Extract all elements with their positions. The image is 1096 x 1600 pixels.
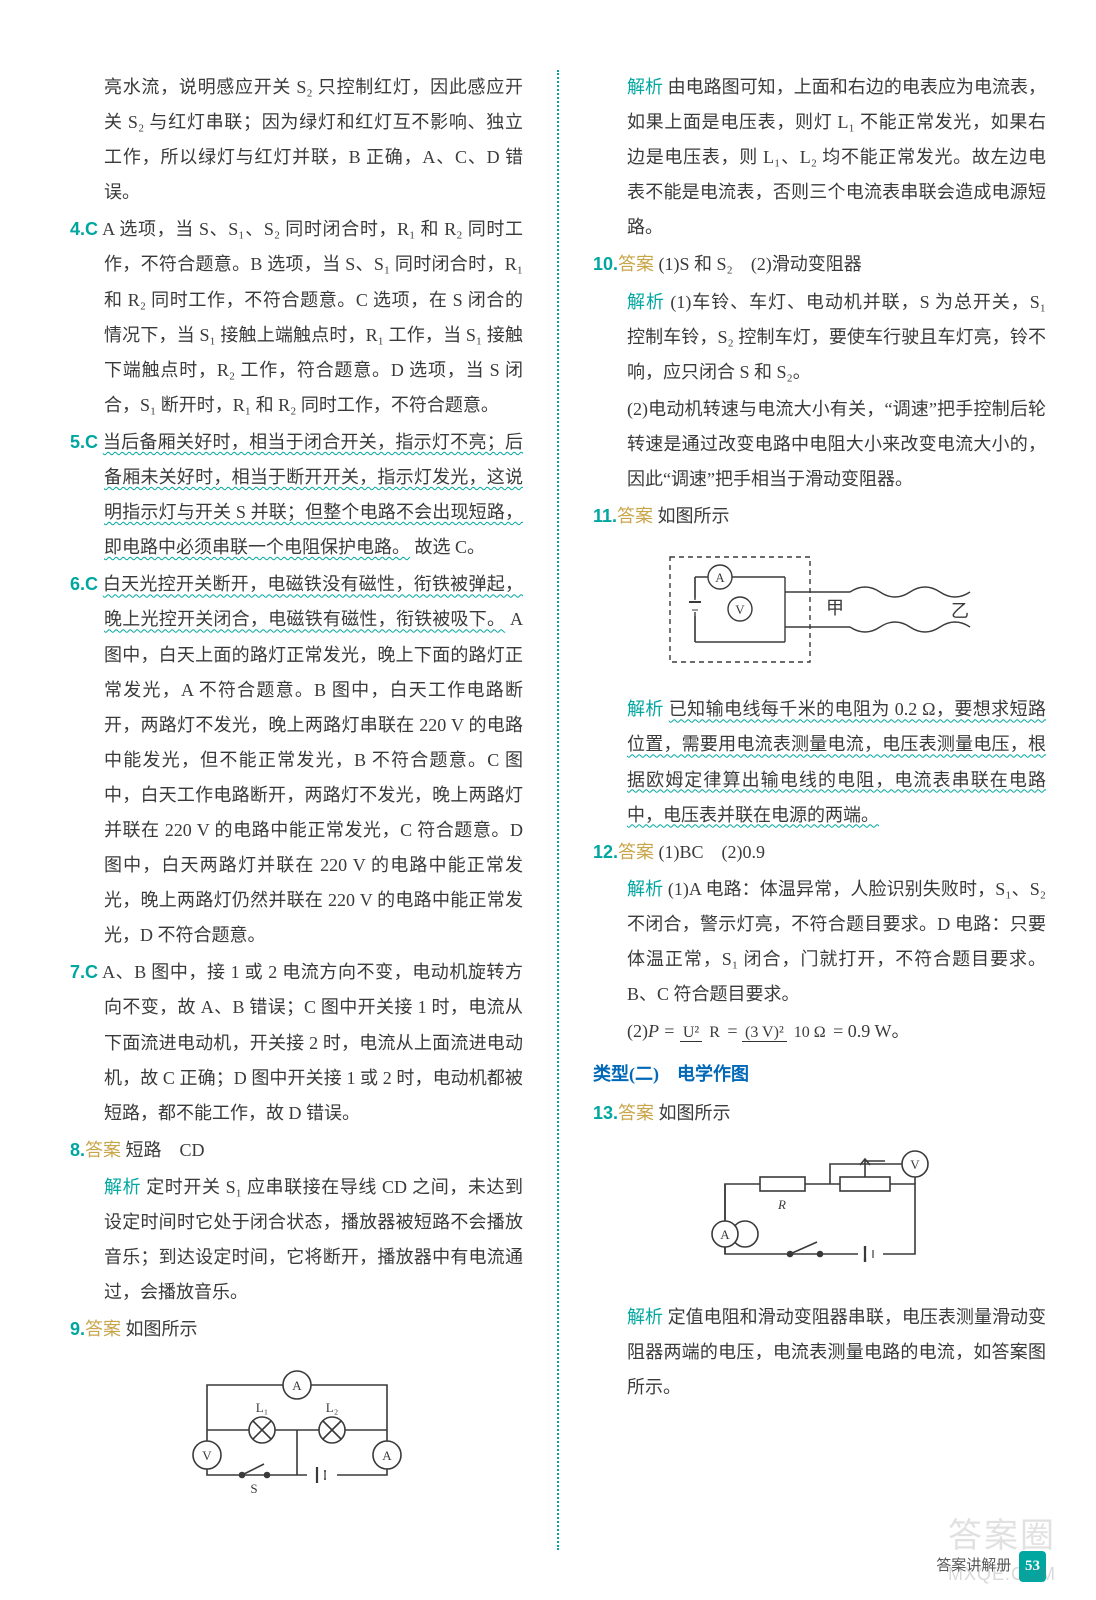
q13-circuit-diagram: V A R	[593, 1139, 1046, 1291]
label-L1: L₁	[255, 1400, 267, 1415]
frac1-num: U²	[680, 1024, 702, 1042]
q13-answer: 如图所示	[659, 1103, 731, 1123]
left-column: 亮水流，说明感应开关 S₂ 只控制红灯，因此感应开关 S₂ 与红灯串联；因为绿灯…	[70, 70, 523, 1550]
q10-explain-1: 解析 (1)车铃、车灯、电动机并联，S 为总开关，S₁ 控制车铃，S₂ 控制车灯…	[593, 285, 1046, 390]
label-R: R	[777, 1197, 786, 1212]
label-A-top: A	[292, 1378, 302, 1393]
q6-tail: A 图中，白天上面的路灯正常发光，晚上下面的路灯正常发光，A 不符合题意。B 图…	[104, 609, 523, 945]
explain-label: 解析	[104, 1177, 141, 1197]
q11-explain-text: 已知输电线每千米的电阻为 0.2 Ω，要想求短路位置，需要用电流表测量电流，电压…	[627, 699, 1046, 824]
q13-number: 13.	[593, 1103, 618, 1123]
q10-number: 10.	[593, 254, 618, 274]
q4-text: A 选项，当 S、S₁、S₂ 同时闭合时，R₁ 和 R₂ 同时工作，不符合题意。…	[102, 219, 523, 414]
section-type-2-title: 类型(二) 电学作图	[593, 1057, 1046, 1092]
q12-explain-1: 解析 (1)A 电路：体温异常，人脸识别失败时，S₁、S₂ 不闭合，警示灯亮，不…	[593, 872, 1046, 1012]
watermark-sub: MXQE.COM	[948, 1557, 1056, 1592]
answer-label: 答案	[85, 1140, 121, 1160]
q12-answer: (1)BC (2)0.9	[659, 842, 766, 862]
eq-lhs: P =	[648, 1021, 675, 1041]
frac1-den: R	[706, 1024, 723, 1041]
q7-block: 7.C A、B 图中，接 1 或 2 电流方向不变，电动机旋转方向不变，故 A、…	[70, 955, 523, 1130]
q3-continuation: 亮水流，说明感应开关 S₂ 只控制红灯，因此感应开关 S₂ 与红灯串联；因为绿灯…	[70, 70, 523, 210]
q4-block: 4.C A 选项，当 S、S₁、S₂ 同时闭合时，R₁ 和 R₂ 同时工作，不符…	[70, 212, 523, 423]
q12-exp2-prefix: (2)	[627, 1021, 648, 1041]
label-L2: L₂	[325, 1400, 337, 1415]
answer-label: 答案	[617, 506, 653, 526]
explain-label: 解析	[627, 879, 663, 899]
q10-answer: (1)S 和 S₂ (2)滑动变阻器	[659, 254, 862, 274]
q5-tail: 故选 C。	[415, 537, 486, 557]
label-V: V	[910, 1157, 920, 1172]
label-V: V	[735, 602, 745, 617]
answer-label: 答案	[618, 842, 654, 862]
q12-number: 12.	[593, 842, 618, 862]
q13-explain: 解析 定值电阻和滑动变阻器串联，电压表测量滑动变阻器两端的电压，电流表测量电路的…	[593, 1300, 1046, 1405]
q8-answer-line: 8.答案 短路 CD	[70, 1133, 523, 1168]
q9-answer: 如图所示	[126, 1319, 198, 1339]
q8-explain-text: 定时开关 S₁ 应串联接在导线 CD 之间，未达到设定时间时它处于闭合状态，播放…	[104, 1177, 523, 1302]
frac2-num: (3 V)²	[742, 1024, 787, 1042]
q5-block: 5.C 当后备厢关好时，相当于闭合开关，指示灯不亮；后备厢未关好时，相当于断开开…	[70, 425, 523, 565]
explain-label: 解析	[627, 292, 665, 312]
q5-number: 5.C	[70, 432, 98, 452]
label-V: V	[202, 1448, 212, 1463]
label-S: S	[250, 1481, 257, 1496]
q9-answer-line: 9.答案 如图所示	[70, 1312, 523, 1347]
q10-exp1-text: (1)车铃、车灯、电动机并联，S 为总开关，S₁ 控制车铃，S₂ 控制车灯，要使…	[627, 292, 1046, 382]
q9-explain-text: 由电路图可知，上面和右边的电表应为电流表，如果上面是电压表，则灯 L₁ 不能正常…	[627, 77, 1046, 237]
q4-number: 4.C	[70, 219, 98, 239]
q6-number: 6.C	[70, 574, 98, 594]
q6-block: 6.C 白天光控开关断开，电磁铁没有磁性，衔铁被弹起，晚上光控开关闭合，电磁铁有…	[70, 567, 523, 953]
q11-explain: 解析 已知输电线每千米的电阻为 0.2 Ω，要想求短路位置，需要用电流表测量电流…	[593, 692, 1046, 832]
q10-explain-2: (2)电动机转速与电流大小有关，“调速”把手控制后轮转速是通过改变电路中电阻大小…	[593, 392, 1046, 497]
q13-answer-line: 13.答案 如图所示	[593, 1096, 1046, 1131]
q8-number: 8.	[70, 1140, 85, 1160]
q11-answer: 如图所示	[658, 506, 730, 526]
label-A-right: A	[382, 1448, 392, 1463]
label-jia: 甲	[826, 598, 844, 618]
q9-circuit-diagram: A V A L₁ L₂ S	[70, 1355, 523, 1517]
answer-label: 答案	[618, 254, 654, 274]
frac2-den: 10 Ω	[791, 1024, 829, 1041]
label-A: A	[720, 1227, 730, 1242]
q8-answer: 短路 CD	[126, 1140, 205, 1160]
q11-circuit-diagram: A V 甲 乙	[593, 542, 1046, 684]
explain-label: 解析	[627, 1307, 663, 1327]
label-yi: 乙	[951, 601, 969, 621]
q11-answer-line: 11.答案 如图所示	[593, 499, 1046, 534]
answer-label: 答案	[85, 1319, 121, 1339]
q8-explain: 解析 定时开关 S₁ 应串联接在导线 CD 之间，未达到设定时间时它处于闭合状态…	[70, 1170, 523, 1310]
fraction-2: (3 V)² 10 Ω	[742, 1024, 829, 1042]
label-A: A	[715, 570, 725, 585]
q10-answer-line: 10.答案 (1)S 和 S₂ (2)滑动变阻器	[593, 247, 1046, 282]
eq-tail: = 0.9 W。	[833, 1021, 909, 1041]
q7-text: A、B 图中，接 1 或 2 电流方向不变，电动机旋转方向不变，故 A、B 错误…	[102, 962, 523, 1122]
fraction-1: U² R	[680, 1024, 723, 1042]
explain-label: 解析	[627, 699, 664, 719]
answer-label: 答案	[618, 1103, 654, 1123]
eq-mid: =	[727, 1021, 742, 1041]
q12-answer-line: 12.答案 (1)BC (2)0.9	[593, 835, 1046, 870]
q6-wavy-text: 白天光控开关断开，电磁铁没有磁性，衔铁被弹起，晚上光控开关闭合，电磁铁有磁性，衔…	[103, 574, 523, 629]
q11-number: 11.	[593, 506, 617, 526]
explain-label: 解析	[627, 77, 663, 97]
q7-number: 7.C	[70, 962, 98, 982]
q12-explain-2: (2)P = U² R = (3 V)² 10 Ω = 0.9 W。	[593, 1014, 1046, 1049]
q13-explain-text: 定值电阻和滑动变阻器串联，电压表测量滑动变阻器两端的电压，电流表测量电路的电流，…	[627, 1307, 1046, 1397]
column-divider	[557, 70, 559, 1550]
q9-explain: 解析 由电路图可知，上面和右边的电表应为电流表，如果上面是电压表，则灯 L₁ 不…	[593, 70, 1046, 245]
two-column-layout: 亮水流，说明感应开关 S₂ 只控制红灯，因此感应开关 S₂ 与红灯串联；因为绿灯…	[70, 70, 1046, 1550]
q12-exp1-text: (1)A 电路：体温异常，人脸识别失败时，S₁、S₂ 不闭合，警示灯亮，不符合题…	[627, 879, 1046, 1004]
right-column: 解析 由电路图可知，上面和右边的电表应为电流表，如果上面是电压表，则灯 L₁ 不…	[593, 70, 1046, 1550]
q9-number: 9.	[70, 1319, 85, 1339]
